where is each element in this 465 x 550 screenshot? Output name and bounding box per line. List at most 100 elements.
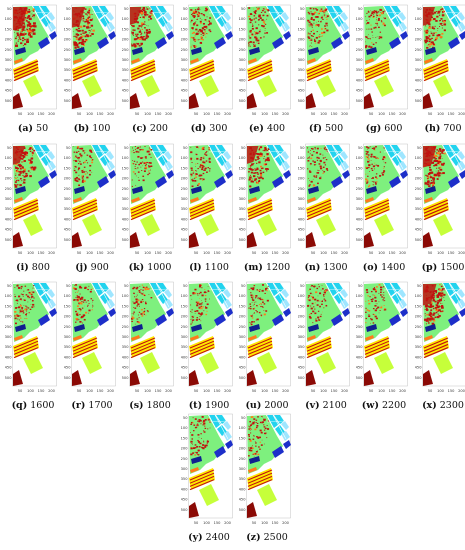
plot-frame	[246, 143, 291, 249]
plot-frame	[422, 4, 465, 110]
y-tick-label: 400	[298, 355, 305, 359]
y-tick-label: 200	[356, 177, 363, 181]
y-tick-label: 150	[181, 304, 188, 308]
y-tick-label: 250	[356, 325, 363, 329]
y-tick-label: 50	[124, 7, 129, 11]
subfigure-panel: 50 100 150 200 250 300 350 400 450 500 50 100 150 200…	[415, 3, 465, 136]
subfigure-panel: 50 100 150 200 250 300 350 400 450 500 50 100 150 200…	[298, 142, 354, 275]
x-tick-label: 50	[194, 389, 199, 393]
y-tick-label: 400	[64, 78, 71, 82]
subfigure-panel: 50 100 150 200 250 300 350 400 450 500 50 100 150 200…	[239, 280, 295, 413]
classification-map	[130, 144, 174, 248]
y-tick-label: 450	[415, 89, 422, 93]
y-tick-label: 500	[298, 376, 305, 380]
y-tick-label: 200	[5, 315, 12, 319]
y-tick-label: 400	[415, 78, 422, 82]
y-tick-label: 100	[64, 294, 71, 298]
y-tick-label: 500	[5, 376, 12, 380]
x-tick-label: 100	[86, 389, 94, 393]
x-tick-label: 150	[272, 112, 280, 116]
x-tick-label: 150	[448, 389, 456, 393]
classification-map	[13, 5, 57, 109]
subfigure-letter: (l)	[189, 262, 202, 273]
y-tick-label: 50	[183, 416, 188, 420]
subfigure-caption: (a) 50	[5, 123, 61, 134]
y-tick-label: 250	[64, 187, 71, 191]
plot-frame	[12, 143, 57, 249]
subfigure-panel: 50 100 150 200 250 300 350 400 450 500 50 100 150 200…	[356, 3, 412, 136]
x-tick-label: 200	[282, 521, 290, 525]
x-tick-label: 150	[155, 251, 163, 255]
x-tick-label: 100	[261, 389, 269, 393]
subfigure-caption: (q) 1600	[5, 400, 61, 411]
y-tick-label: 300	[5, 58, 12, 62]
subfigure-value: 1100	[204, 262, 229, 273]
x-tick-label: 100	[378, 389, 386, 393]
x-tick-label: 100	[320, 112, 328, 116]
subfigure-panel: 50 100 150 200 250 300 350 400 450 500 50 100 150 200…	[122, 3, 178, 136]
x-tick-label: 50	[18, 389, 23, 393]
plot-frame	[71, 143, 116, 249]
classification-map	[364, 5, 408, 109]
plot-frame	[305, 281, 350, 387]
subfigure-caption: (k) 1000	[122, 262, 178, 273]
x-tick-label: 100	[320, 389, 328, 393]
subfigure-panel: 50 100 150 200 250 300 350 400 450 500 50 100 150 200…	[5, 3, 61, 136]
y-tick-label: 500	[415, 238, 422, 242]
y-tick-label: 350	[298, 345, 305, 349]
x-tick-label: 150	[214, 389, 222, 393]
x-tick-label: 150	[389, 389, 397, 393]
x-tick-label: 100	[261, 521, 269, 525]
y-tick-label: 400	[239, 487, 246, 491]
y-tick-label: 200	[122, 38, 129, 42]
y-tick-label: 300	[64, 335, 71, 339]
subfigure-caption: (x) 2300	[415, 400, 465, 411]
subfigure-value: 200	[149, 123, 168, 134]
y-tick-label: 400	[122, 355, 129, 359]
y-tick-label: 100	[239, 156, 246, 160]
subfigure-panel: 50 100 150 200 250 300 350 400 450 500 50 100 150 200…	[122, 280, 178, 413]
y-tick-label: 200	[181, 38, 188, 42]
classification-map	[247, 144, 291, 248]
subfigure-panel: 50 100 150 200 250 300 350 400 450 500 50 100 150 200…	[298, 280, 354, 413]
x-tick-label: 50	[77, 389, 82, 393]
y-tick-label: 300	[239, 467, 246, 471]
y-tick-label: 150	[5, 166, 12, 170]
x-tick-label: 150	[331, 389, 339, 393]
y-tick-label: 150	[298, 27, 305, 31]
y-tick-label: 250	[5, 187, 12, 191]
classification-map	[306, 282, 350, 386]
plot-frame	[363, 143, 408, 249]
y-tick-label: 200	[415, 38, 422, 42]
x-tick-label: 150	[389, 112, 397, 116]
subfigure-value: 2000	[264, 400, 289, 411]
y-tick-label: 400	[5, 217, 12, 221]
y-tick-label: 250	[64, 48, 71, 52]
y-tick-label: 150	[181, 166, 188, 170]
subfigure-panel: 50 100 150 200 250 300 350 400 450 500 50 100 150 200…	[181, 412, 237, 545]
y-tick-label: 150	[415, 304, 422, 308]
subfigure-caption: (r) 1700	[64, 400, 120, 411]
plot-frame	[188, 4, 233, 110]
y-tick-label: 150	[415, 166, 422, 170]
x-tick-label: 100	[203, 521, 211, 525]
subfigure-letter: (z)	[246, 532, 261, 543]
y-tick-label: 450	[5, 228, 12, 232]
y-tick-label: 400	[415, 355, 422, 359]
subfigure-letter: (w)	[361, 400, 379, 411]
y-tick-label: 500	[298, 99, 305, 103]
x-tick-label: 50	[311, 251, 316, 255]
y-tick-label: 150	[181, 27, 188, 31]
classification-map	[423, 5, 465, 109]
y-tick-label: 200	[64, 38, 71, 42]
classification-map	[189, 414, 233, 518]
subfigure-caption: (p) 1500	[415, 262, 465, 273]
y-tick-label: 200	[181, 447, 188, 451]
